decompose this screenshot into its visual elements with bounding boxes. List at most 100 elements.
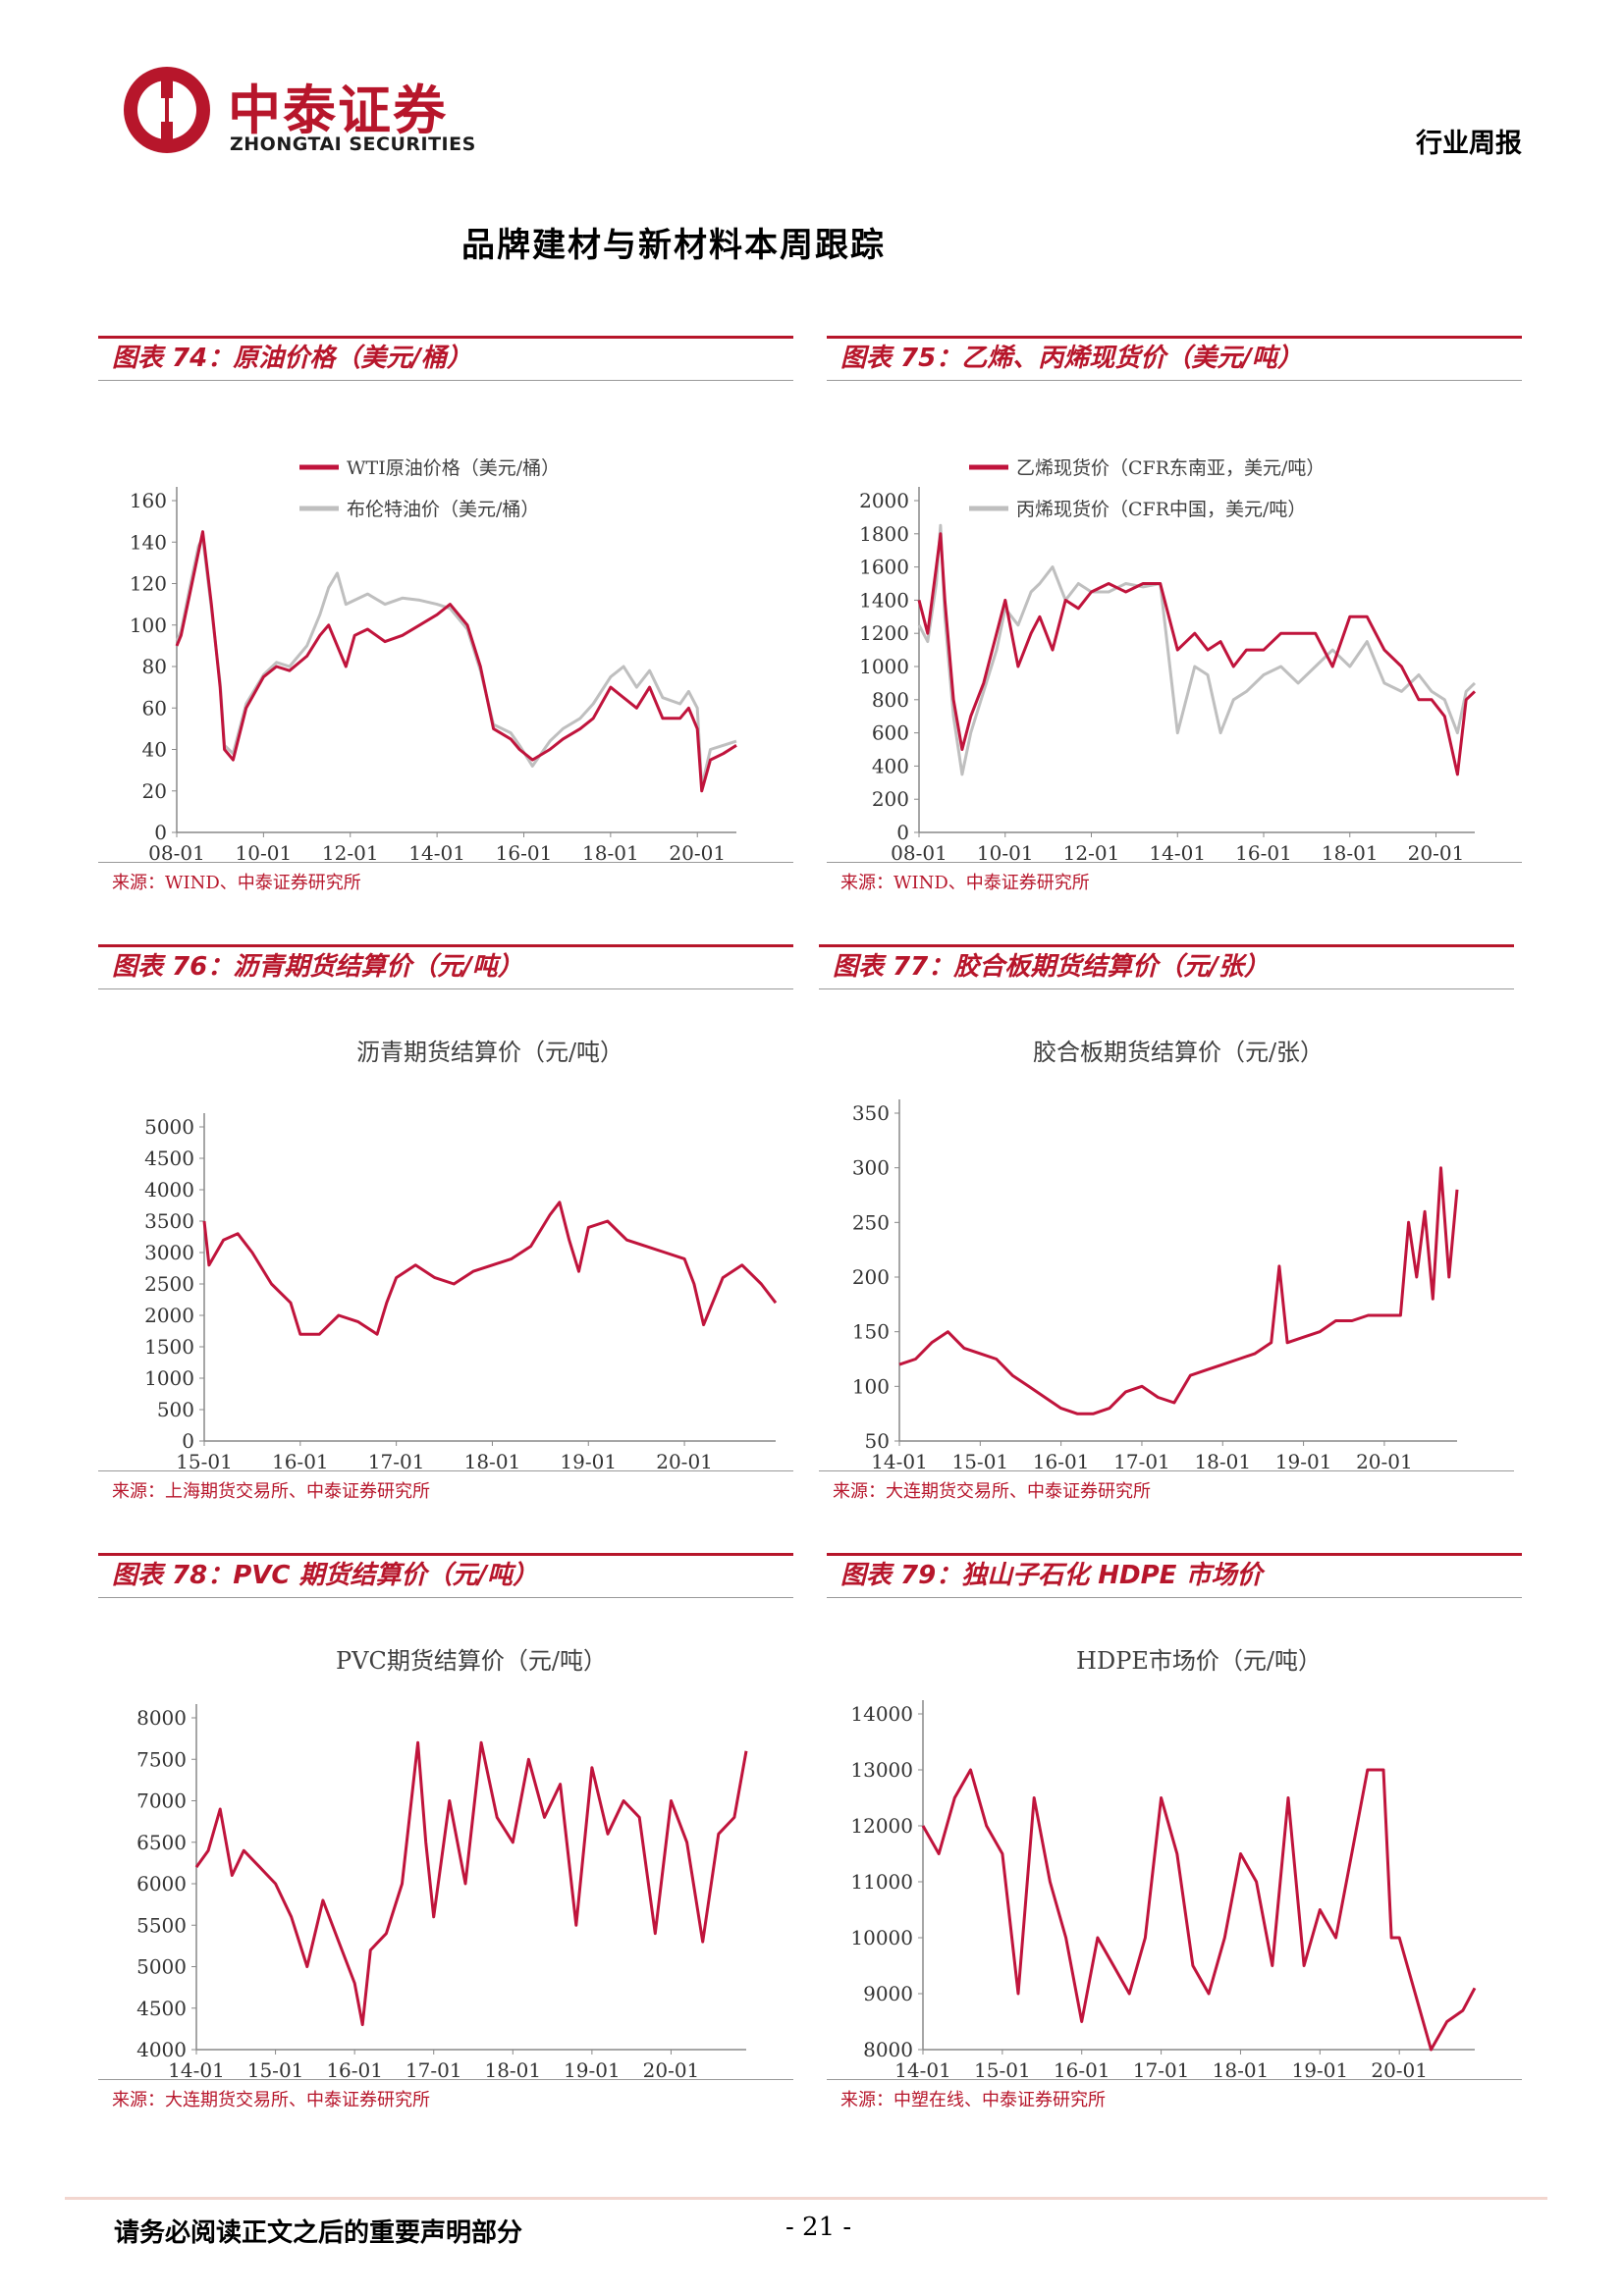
x-tick-label: 15-01: [974, 2058, 1031, 2079]
chart-title: HDPE市场价（元/吨）: [1076, 1647, 1322, 1675]
y-tick-label: 7500: [136, 1747, 187, 1771]
y-tick-label: 12000: [850, 1814, 913, 1838]
x-tick-label: 20-01: [1408, 841, 1465, 862]
x-tick-label: 16-01: [1054, 2058, 1110, 2079]
y-tick-label: 120: [130, 572, 167, 596]
x-tick-label: 16-01: [326, 2058, 383, 2079]
series-line: [898, 1166, 1459, 1415]
y-tick-label: 1000: [859, 655, 909, 678]
figure-source: 来源：中塑在线、中泰证券研究所: [827, 2079, 1522, 2110]
chart-hdpe: HDPE市场价（元/吨） 8000 9000 10000 11000 12000 13000…: [850, 1647, 1477, 2079]
y-tick-label: 80: [142, 655, 167, 678]
y-tick-label: 2500: [144, 1272, 194, 1296]
x-tick-label: 16-01: [1033, 1450, 1090, 1470]
y-tick-label: 6500: [136, 1831, 187, 1854]
chart-asphalt: 沥青期货结算价（元/吨） 0 500 1000 1500 2000 2500 3000 3500…: [144, 1039, 778, 1470]
y-tick-label: 2000: [144, 1304, 194, 1327]
x-tick-label: 18-01: [1194, 1450, 1251, 1470]
figure-source: 来源：上海期货交易所、中泰证券研究所: [98, 1470, 793, 1502]
chart-pvc: PVC期货结算价（元/吨） 4000 4500 5000 5500 6000 6500 700…: [136, 1647, 748, 2079]
y-tick-label: 350: [852, 1101, 890, 1125]
y-tick-label: 7000: [136, 1789, 187, 1813]
figure-source: 来源：WIND、中泰证券研究所: [827, 862, 1522, 893]
footer-disclaimer: 请务必阅读正文之后的重要声明部分: [114, 2218, 523, 2248]
x-tick-label: 16-01: [1235, 841, 1292, 862]
x-tick-label: 17-01: [368, 1450, 425, 1470]
x-tick-label: 20-01: [1356, 1450, 1413, 1470]
y-tick-label: 3000: [144, 1241, 194, 1264]
x-tick-label: 20-01: [656, 1450, 713, 1470]
series-line: [175, 536, 737, 788]
x-tick-label: 17-01: [406, 2058, 462, 2079]
legend-label: 乙烯现货价（CFR东南亚，美元/吨）: [1016, 457, 1325, 479]
chart-plywood: 胶合板期货结算价（元/张） 50 100 150 200 250 300 350 14-01 15…: [852, 1039, 1459, 1470]
y-tick-label: 20: [142, 779, 167, 803]
y-tick-label: 1500: [144, 1335, 194, 1359]
figure-panel-75: 图表 75：乙烯、丙烯现货价（美元/吨） 0 200 400 600 800 1000 12…: [827, 336, 1522, 893]
y-tick-label: 5000: [144, 1115, 194, 1139]
y-tick-label: 800: [872, 688, 909, 712]
figure-heading: 图表 75：乙烯、丙烯现货价（美元/吨）: [827, 336, 1522, 381]
y-tick-label: 100: [130, 614, 167, 637]
x-tick-label: 14-01: [168, 2058, 225, 2079]
x-tick-label: 20-01: [643, 2058, 700, 2079]
series-line: [917, 523, 1477, 776]
y-tick-label: 1200: [859, 621, 909, 645]
y-tick-label: 600: [872, 721, 909, 745]
chart-title: 沥青期货结算价（元/吨）: [356, 1039, 623, 1066]
y-tick-label: 10000: [850, 1926, 913, 1949]
y-tick-label: 2000: [859, 489, 909, 512]
figure-heading: 图表 79：独山子石化 HDPE 市场价: [827, 1553, 1522, 1598]
y-tick-label: 6000: [136, 1872, 187, 1896]
series-line: [175, 530, 737, 793]
x-tick-label: 08-01: [891, 841, 947, 862]
x-tick-label: 20-01: [1371, 2058, 1428, 2079]
x-tick-label: 16-01: [272, 1450, 329, 1470]
y-tick-label: 4500: [136, 1997, 187, 2020]
legend-label: 布伦特油价（美元/桶）: [347, 499, 539, 520]
y-tick-label: 200: [872, 787, 909, 811]
chart-title: PVC期货结算价（元/吨）: [336, 1647, 607, 1675]
y-tick-label: 11000: [850, 1870, 913, 1894]
footer-divider: [65, 2197, 1547, 2200]
y-tick-label: 1000: [144, 1366, 194, 1390]
y-tick-label: 150: [852, 1320, 890, 1344]
chart-ethylene-propylene: 0 200 400 600 800 1000 1200 1400 1600 1800 2000 08-…: [859, 457, 1477, 862]
figure-panel-79: 图表 79：独山子石化 HDPE 市场价 HDPE市场价（元/吨） 8000 900…: [827, 1553, 1522, 2110]
report-type: 行业周报: [1416, 129, 1522, 159]
y-tick-label: 60: [142, 696, 167, 720]
page-title: 品牌建材与新材料本周跟踪: [461, 226, 886, 265]
figure-panel-78: 图表 78：PVC 期货结算价（元/吨） PVC期货结算价（元/吨） 4000 45…: [98, 1553, 793, 2110]
y-tick-label: 100: [852, 1374, 890, 1398]
x-tick-label: 18-01: [582, 841, 639, 862]
x-tick-label: 19-01: [1291, 2058, 1348, 2079]
y-tick-label: 0: [182, 1429, 194, 1453]
figure-source: 来源：WIND、中泰证券研究所: [98, 862, 793, 893]
company-logo: 中泰证券 ZHONGTAI SECURITIES: [118, 61, 530, 169]
x-tick-label: 17-01: [1113, 1450, 1170, 1470]
x-tick-label: 15-01: [176, 1450, 233, 1470]
y-tick-label: 0: [896, 821, 909, 844]
y-tick-label: 0: [154, 821, 167, 844]
y-tick-label: 50: [865, 1429, 890, 1453]
chart-title: 胶合板期货结算价（元/张）: [1033, 1039, 1324, 1066]
y-tick-label: 14000: [850, 1702, 913, 1726]
y-tick-label: 8000: [136, 1706, 187, 1730]
x-tick-label: 16-01: [496, 841, 553, 862]
y-tick-label: 4500: [144, 1147, 194, 1170]
series-line: [202, 1201, 778, 1336]
page-number: - 21 -: [785, 2213, 852, 2242]
x-tick-label: 10-01: [977, 841, 1034, 862]
y-tick-label: 160: [130, 489, 167, 512]
y-tick-label: 4000: [144, 1178, 194, 1201]
figure-panel-76: 图表 76：沥青期货结算价（元/吨） 沥青期货结算价（元/吨） 0 500 1000 1…: [98, 944, 793, 1502]
x-tick-label: 14-01: [408, 841, 465, 862]
x-tick-label: 18-01: [484, 2058, 541, 2079]
y-tick-label: 1600: [859, 556, 909, 579]
figure-panel-74: 图表 74：原油价格（美元/桶） 0 20 40 60 80 100 120 140 160 08…: [98, 336, 793, 893]
x-tick-label: 17-01: [1133, 2058, 1190, 2079]
y-tick-label: 3500: [144, 1209, 194, 1233]
figure-heading: 图表 76：沥青期货结算价（元/吨）: [98, 944, 793, 989]
y-tick-label: 500: [157, 1398, 194, 1421]
y-tick-label: 1400: [859, 588, 909, 612]
